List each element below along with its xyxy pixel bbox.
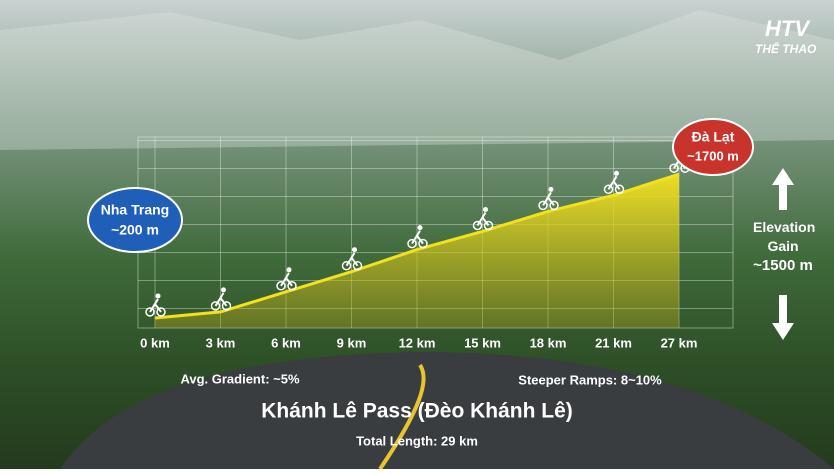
cyclist-wheel bbox=[221, 301, 232, 311]
end-name: Đà Lạt bbox=[692, 129, 735, 145]
cyclist-wheel bbox=[538, 200, 548, 211]
gain-text: Elevation Gain ~1500 m bbox=[736, 218, 830, 275]
cyclist-body bbox=[214, 292, 228, 307]
cyclist-wheel bbox=[407, 238, 417, 249]
x-tick-label: 9 km bbox=[337, 335, 367, 350]
chart-title: Khánh Lê Pass (Đèo Khánh Lê) bbox=[261, 400, 573, 423]
cyclist-head bbox=[614, 170, 619, 176]
cyclist-wheel bbox=[352, 260, 363, 271]
cyclist-head bbox=[221, 287, 226, 293]
cyclist-wheel bbox=[287, 281, 297, 291]
cyclist-wheel bbox=[549, 200, 559, 211]
x-tick-label: 6 km bbox=[271, 335, 301, 350]
cyclist bbox=[145, 293, 166, 317]
logo-channel: THỂ THAO bbox=[755, 41, 817, 56]
cyclist-wheel bbox=[603, 184, 614, 195]
start-bubble bbox=[87, 187, 183, 253]
cyclist-body bbox=[149, 298, 162, 313]
logo-brand: HTV bbox=[765, 16, 811, 41]
cyclist bbox=[407, 225, 428, 249]
cyclist-wheel bbox=[614, 184, 625, 195]
cyclist-wheel bbox=[472, 220, 483, 231]
cyclist-wheel bbox=[210, 301, 221, 311]
x-tick-label: 0 km bbox=[140, 335, 170, 350]
cyclist bbox=[341, 247, 363, 271]
cyclist-head bbox=[155, 293, 161, 299]
x-tick-label: 21 km bbox=[595, 335, 632, 350]
start-name: Nha Trang bbox=[101, 202, 169, 218]
chart-subtitle: Total Length: 29 km bbox=[356, 433, 478, 448]
steep-ramps: Steeper Ramps: 8~10% bbox=[518, 372, 662, 387]
profile-line bbox=[154, 172, 680, 320]
cyclist-wheel bbox=[418, 238, 428, 249]
road-line bbox=[378, 363, 426, 471]
logo: HTV THỂ THAO bbox=[755, 16, 817, 56]
gain-arrows bbox=[772, 168, 794, 340]
cyclist-head bbox=[286, 267, 292, 273]
plot: 0 km 3 km 6 km 9 km 12 km 15 km 18 km 21 km 27 k… bbox=[140, 137, 697, 350]
cyclist-body bbox=[542, 191, 555, 206]
cyclist-body bbox=[607, 175, 621, 190]
cyclist-head bbox=[417, 225, 423, 231]
gain-box: Elevation Gain ~1500 m bbox=[736, 218, 830, 275]
cyclist-wheel bbox=[669, 163, 679, 173]
avg-gradient: Avg. Gradient: ~5% bbox=[180, 371, 300, 386]
cyclist-wheel bbox=[156, 307, 166, 317]
cyclist-head bbox=[483, 206, 488, 212]
cyclist-wheel bbox=[145, 307, 155, 317]
cyclist-wheel bbox=[276, 281, 286, 291]
mist bbox=[0, 10, 834, 150]
cyclist-head bbox=[548, 186, 554, 192]
cyclist-body bbox=[280, 272, 293, 287]
cyclist-wheel bbox=[341, 260, 352, 271]
gain-value: ~1500 m bbox=[753, 257, 813, 274]
cyclist-wheel bbox=[483, 220, 494, 231]
road bbox=[60, 352, 834, 469]
cyclist-body bbox=[476, 211, 490, 227]
x-tick-label: 15 km bbox=[464, 335, 501, 350]
gain-label: Elevation Gain bbox=[753, 219, 816, 254]
end-elevation: ~1700 m bbox=[687, 148, 739, 163]
x-tick-label: 18 km bbox=[530, 335, 567, 350]
start-elevation: ~200 m bbox=[111, 222, 159, 238]
cyclist-body bbox=[345, 252, 359, 267]
cyclist-head bbox=[352, 247, 357, 253]
cyclist-body bbox=[411, 230, 424, 245]
x-tick-label: 12 km bbox=[399, 335, 436, 350]
cyclist bbox=[210, 287, 232, 311]
end-bubble bbox=[672, 118, 754, 176]
cyclist bbox=[472, 206, 494, 231]
cyclist bbox=[276, 267, 297, 291]
x-tick-label: 27 km bbox=[661, 335, 698, 350]
cyclist bbox=[603, 170, 625, 195]
cyclist bbox=[538, 186, 559, 211]
x-tick-label: 3 km bbox=[206, 335, 236, 350]
